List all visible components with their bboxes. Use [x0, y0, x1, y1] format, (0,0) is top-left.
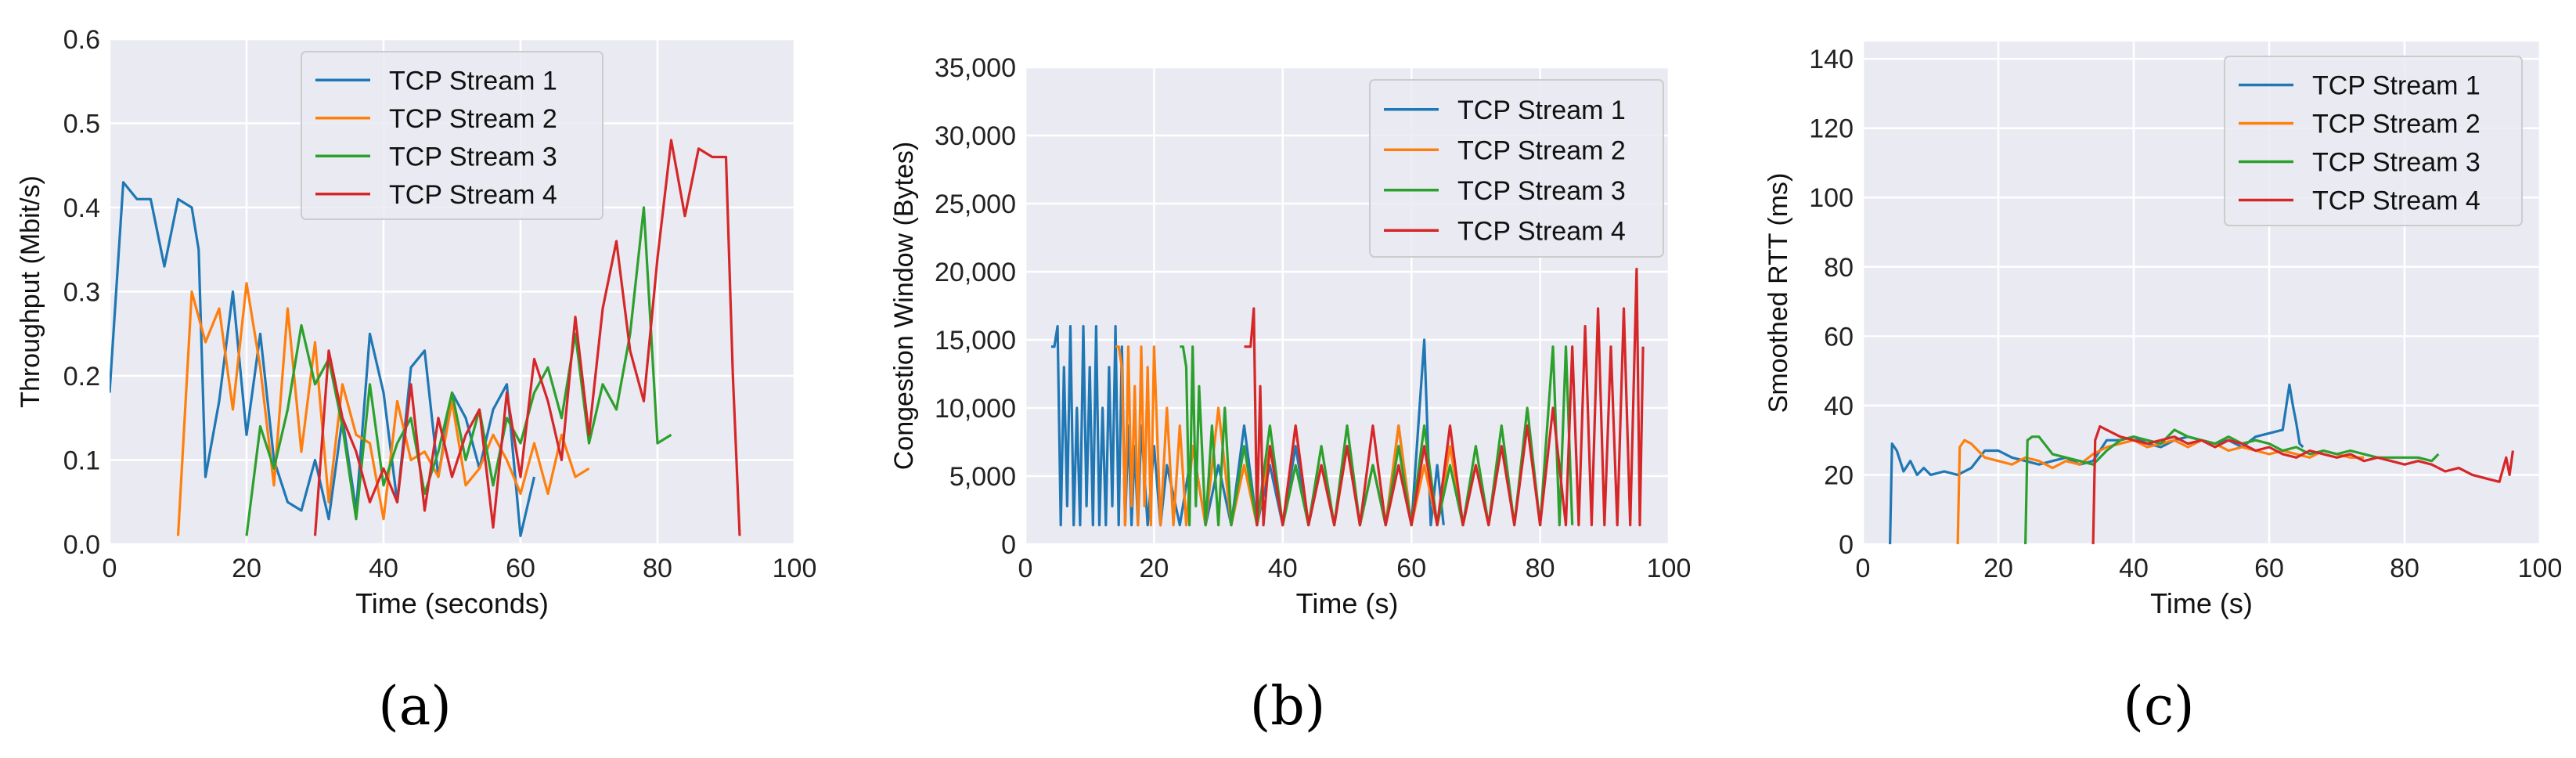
y-tick-label: 25,000 [935, 190, 1016, 219]
legend-box [1369, 79, 1664, 258]
x-tick-label: 40 [1268, 554, 1298, 583]
y-tick-label: 0.2 [63, 362, 100, 392]
smoothed-rtt-chart: 0 20 40 60 80 100 0 20 40 60 80 100 120 140 Time (s) Sm… [1764, 42, 2562, 619]
legend-label-tcp-stream-4: TCP Stream 4 [1457, 216, 1626, 246]
series-line-tcp-stream-4 [2091, 424, 2514, 544]
y-tick-label: 0 [1839, 530, 1854, 560]
legend-label-tcp-stream-3: TCP Stream 3 [389, 142, 557, 171]
panel-label-c: (c) [2123, 676, 2194, 738]
y-tick-label: 0.1 [63, 446, 100, 476]
y-tick-label: 0.4 [63, 193, 100, 223]
legend-label-tcp-stream-1: TCP Stream 1 [389, 66, 557, 96]
x-axis-label: Time (s) [2150, 587, 2253, 619]
x-tick-label: 0 [103, 554, 117, 583]
legend-label-tcp-stream-2: TCP Stream 2 [2312, 110, 2481, 139]
legend-label-tcp-stream-1: TCP Stream 1 [2312, 71, 2481, 101]
x-tick-label: 100 [1647, 554, 1692, 583]
legend-box [301, 51, 603, 220]
y-tick-label: 100 [1809, 183, 1854, 213]
y-tick-label: 60 [1824, 322, 1854, 352]
series-line-tcp-stream-1 [1889, 383, 2304, 544]
congestion-window-chart: 0 20 40 60 80 100 0 5,000 10,000 15,000 20,000 25,0… [889, 53, 1691, 619]
y-tick-label: 10,000 [935, 394, 1016, 424]
y-tick-label: 0.0 [63, 530, 100, 560]
x-tick-label: 20 [1983, 554, 2013, 583]
y-tick-label: 0.3 [63, 278, 100, 308]
x-tick-label: 80 [2390, 554, 2419, 583]
x-tick-label: 60 [506, 554, 535, 583]
x-tick-label: 0 [1018, 554, 1033, 583]
legend-label-tcp-stream-3: TCP Stream 3 [1457, 176, 1626, 206]
legend-label-tcp-stream-1: TCP Stream 1 [1457, 96, 1626, 125]
series-line-tcp-stream-2 [1956, 439, 2365, 544]
series-line-tcp-stream-3 [245, 206, 672, 536]
y-tick-label: 0.5 [63, 110, 100, 139]
x-tick-label: 40 [369, 554, 398, 583]
legend-label-tcp-stream-4: TCP Stream 4 [2312, 186, 2481, 216]
series-line-tcp-stream-1 [110, 181, 536, 537]
y-tick-label: 5,000 [949, 462, 1016, 492]
throughput-chart: 0 20 40 60 80 100 0.0 0.1 0.2 0.3 0.4 0.5 0.6 Time (s… [16, 25, 816, 619]
panel-label-b: (b) [1250, 676, 1326, 738]
x-tick-label: 80 [643, 554, 672, 583]
x-tick-label: 80 [1526, 554, 1555, 583]
y-tick-label: 30,000 [935, 121, 1016, 151]
y-tick-label: 20,000 [935, 258, 1016, 287]
legend-label-tcp-stream-2: TCP Stream 2 [389, 104, 557, 134]
legend: TCP Stream 1 TCP Stream 2 TCP Stream 3 TCP … [2224, 56, 2523, 226]
panel-label-a: (a) [378, 676, 452, 738]
y-axis-label: Throughput (Mbit/s) [16, 175, 45, 408]
legend-label-tcp-stream-4: TCP Stream 4 [389, 180, 557, 210]
y-tick-label: 120 [1809, 114, 1854, 144]
series-line-tcp-stream-2 [176, 282, 590, 536]
series-line-tcp-stream-3 [2024, 428, 2440, 544]
x-tick-label: 40 [2119, 554, 2149, 583]
x-tick-label: 100 [2518, 554, 2563, 583]
x-axis-label: Time (seconds) [355, 587, 549, 619]
x-tick-label: 60 [1396, 554, 1426, 583]
x-tick-label: 20 [1139, 554, 1169, 583]
series-line-tcp-stream-4 [1244, 267, 1645, 527]
x-tick-label: 60 [2254, 554, 2284, 583]
x-tick-label: 100 [773, 554, 817, 583]
y-tick-label: 80 [1824, 253, 1854, 283]
y-tick-label: 40 [1824, 392, 1854, 421]
y-tick-label: 35,000 [935, 53, 1016, 83]
y-tick-label: 15,000 [935, 326, 1016, 356]
y-tick-label: 0 [1001, 530, 1016, 560]
series-line-tcp-stream-3 [1180, 345, 1574, 527]
x-axis-label: Time (s) [1296, 587, 1399, 619]
legend-label-tcp-stream-3: TCP Stream 3 [2312, 148, 2481, 178]
x-tick-label: 20 [232, 554, 261, 583]
legend-label-tcp-stream-2: TCP Stream 2 [1457, 135, 1626, 165]
legend-box [2224, 56, 2523, 226]
legend: TCP Stream 1 TCP Stream 2 TCP Stream 3 TCP … [1369, 79, 1664, 258]
x-tick-label: 0 [1856, 554, 1871, 583]
y-axis-label: Smoothed RTT (ms) [1764, 173, 1793, 413]
y-tick-label: 0.6 [63, 25, 100, 55]
y-tick-label: 140 [1809, 45, 1854, 74]
series-line-tcp-stream-4 [313, 139, 741, 536]
legend: TCP Stream 1 TCP Stream 2 TCP Stream 3 TCP … [301, 51, 603, 220]
y-axis-label: Congestion Window (Bytes) [889, 142, 919, 471]
series-line-tcp-stream-2 [1115, 345, 1490, 527]
y-tick-label: 20 [1824, 460, 1854, 490]
